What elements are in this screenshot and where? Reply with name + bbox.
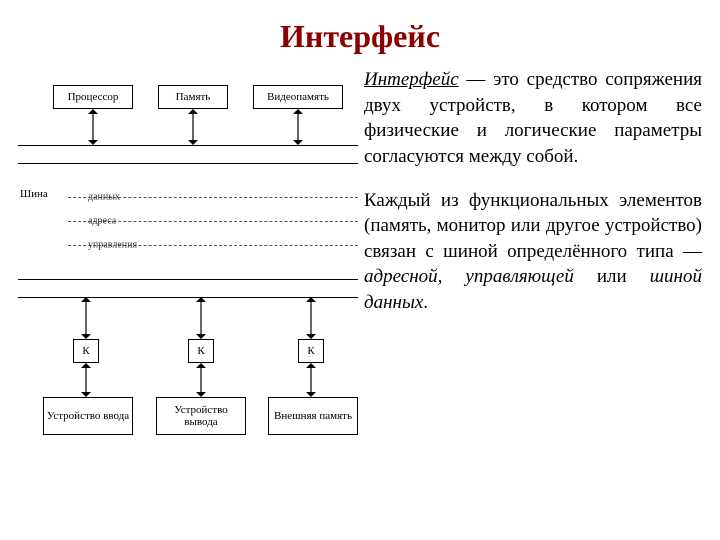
bus-label: Шина — [20, 188, 48, 200]
bus-line — [18, 297, 358, 298]
content-row: Процессор Память Видеопамять Шина данных адре… — [0, 67, 720, 487]
bottom-box-0: Устройство ввода — [43, 397, 133, 435]
bus-line — [18, 163, 358, 164]
bottom-box-2: Внешняя память — [268, 397, 358, 435]
dash-label-1: адреса — [88, 216, 116, 227]
bottom-box-1: Устройство вывода — [156, 397, 246, 435]
paragraph-1: Интерфейс — это средство сопряжения двух… — [364, 67, 702, 170]
page-title: Интерфейс — [0, 0, 720, 67]
controller-box-2: К — [298, 339, 324, 363]
top-box-0: Процессор — [53, 85, 133, 109]
diagram: Процессор Память Видеопамять Шина данных адре… — [18, 67, 358, 487]
p2-end: . — [423, 292, 428, 313]
controller-box-0: К — [73, 339, 99, 363]
p2-ital-1: адресной, управляющей — [364, 266, 574, 287]
text-column: Интерфейс — это средство сопряжения двух… — [358, 67, 702, 487]
controller-box-1: К — [188, 339, 214, 363]
dash-label-0: данных — [88, 192, 120, 203]
paragraph-2: Каждый из функциональных элементов (памя… — [364, 188, 702, 316]
term-interface: Интерфейс — [364, 69, 459, 90]
bus-line — [18, 145, 358, 146]
top-box-2: Видеопамять — [253, 85, 343, 109]
bus-line — [18, 279, 358, 280]
p2-a: Каждый из функциональных элементов (памя… — [364, 190, 702, 262]
top-box-1: Память — [158, 85, 228, 109]
dash-label-2: управления — [88, 240, 137, 251]
p2-mid: или — [574, 266, 650, 287]
